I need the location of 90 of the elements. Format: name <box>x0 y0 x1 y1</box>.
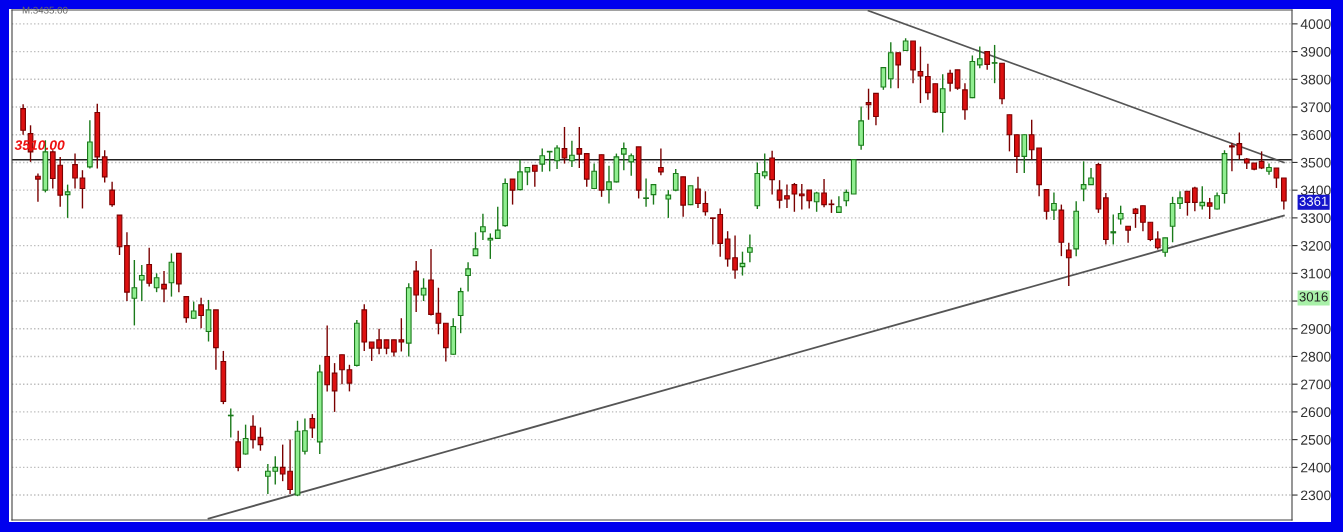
candlestick <box>873 92 879 126</box>
y-tick-label: 3500 <box>1300 157 1331 168</box>
candlestick <box>1162 237 1169 258</box>
y-tick-label: 4000 <box>1300 19 1331 30</box>
candlestick <box>109 181 115 208</box>
annotation: M:3435.00 <box>22 6 68 14</box>
candlestick <box>628 152 635 177</box>
candlestick <box>183 295 190 324</box>
candlestick <box>131 259 138 327</box>
candlestick <box>161 270 167 303</box>
candlestick <box>472 231 479 257</box>
candlestick <box>569 140 575 168</box>
candlestick <box>1051 191 1057 221</box>
candlestick <box>620 141 627 171</box>
candlestick <box>880 66 887 91</box>
candlestick <box>242 423 249 456</box>
candlestick <box>895 51 902 89</box>
candlestick <box>1199 185 1206 211</box>
candlestick <box>1065 242 1072 287</box>
candlestick <box>1273 167 1280 189</box>
candlestick <box>79 169 86 210</box>
candlestick <box>465 261 471 293</box>
candlestick <box>1184 190 1191 217</box>
candlestick <box>509 178 516 206</box>
candlestick <box>331 362 338 413</box>
candlestick <box>457 287 464 334</box>
candlestick <box>1110 213 1117 246</box>
y2-tick-label: 3361 <box>1299 196 1328 206</box>
y-tick-label: 3700 <box>1300 102 1331 113</box>
candlestick <box>976 45 983 69</box>
candlestick <box>153 272 160 293</box>
candlestick <box>72 152 78 190</box>
candlestick <box>1280 177 1287 211</box>
candlestick <box>591 162 598 190</box>
candlestick <box>1154 230 1161 251</box>
y-tick-label: 2400 <box>1301 462 1331 473</box>
y-tick-label: 2900 <box>1301 324 1331 334</box>
y-tick-label: 3600 <box>1300 130 1331 140</box>
candlestick <box>413 260 420 313</box>
candlestick <box>1014 134 1020 174</box>
candlestick <box>747 233 753 263</box>
candlestick <box>35 172 41 203</box>
candlestick <box>769 150 775 196</box>
candlestick <box>480 213 486 241</box>
candlestick <box>761 152 768 180</box>
candlestick <box>947 69 953 93</box>
candlestick <box>991 44 998 84</box>
candlestick <box>138 264 145 302</box>
candlestick <box>302 417 308 456</box>
candlestick <box>198 297 204 329</box>
candlestick <box>309 413 316 439</box>
y-tick-label: 2500 <box>1301 434 1331 445</box>
candlestick <box>1206 197 1213 220</box>
y-tick-label: 2700 <box>1301 379 1331 390</box>
candlestick <box>146 247 153 288</box>
candlestick <box>643 177 649 208</box>
candlestick <box>939 73 946 134</box>
y-tick-label: 2600 <box>1301 407 1331 418</box>
y-tick-label: 2300 <box>1301 490 1331 501</box>
candlestick <box>420 277 427 302</box>
candlestick <box>494 206 501 240</box>
candlestick <box>954 69 961 91</box>
candlestick <box>1021 134 1028 174</box>
y-tick-label: 3100 <box>1300 268 1331 279</box>
y-tick-label: 3200 <box>1300 240 1331 251</box>
candlestick <box>665 189 672 219</box>
candlestick <box>1125 225 1131 244</box>
candlestick <box>531 164 538 188</box>
candlestick <box>561 126 568 165</box>
candlestick <box>168 252 175 298</box>
candlestick <box>1117 204 1124 226</box>
candlestick <box>658 147 664 176</box>
y-tick-label: 3900 <box>1300 46 1331 57</box>
candlestick <box>791 182 798 213</box>
candlestick <box>1191 186 1198 212</box>
y2-tick-label: 3016 <box>1299 292 1328 302</box>
candlestick <box>984 50 991 71</box>
candlestick <box>821 178 827 209</box>
candlestick <box>101 149 108 184</box>
y-tick-label: 3800 <box>1300 74 1331 85</box>
candlestick <box>917 45 924 104</box>
candlestick <box>539 147 546 173</box>
candlestick <box>962 82 968 121</box>
candlestick <box>487 232 494 260</box>
candlestick <box>20 103 26 136</box>
y-tick-label: 3300 <box>1300 213 1331 224</box>
y-tick-label: 2800 <box>1301 351 1331 362</box>
candlestick <box>576 126 583 169</box>
y-tick-label: 3400 <box>1300 185 1331 196</box>
candlestick <box>64 183 71 219</box>
